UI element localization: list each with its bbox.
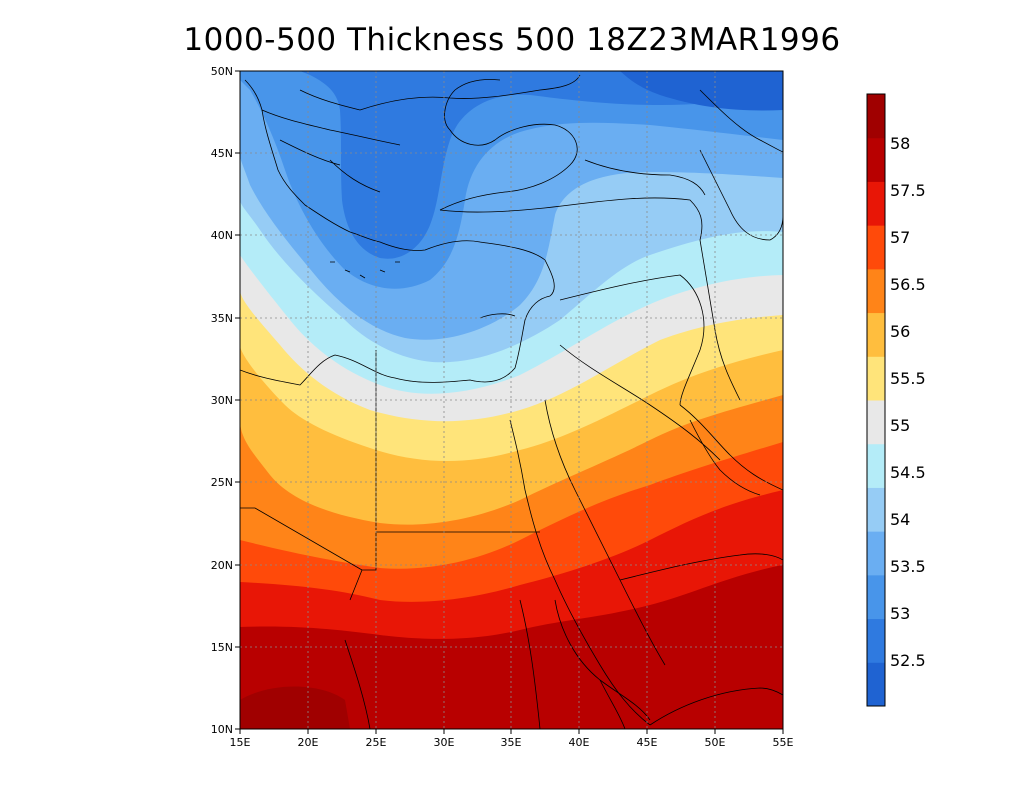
lon-label-45e: 45E	[637, 736, 658, 749]
colorbar-label-56: 56	[890, 322, 910, 341]
colorbar-swatch	[867, 94, 885, 139]
turkey-border	[439, 197, 703, 241]
map-gridlines	[240, 71, 783, 729]
caspian-coast	[699, 149, 783, 241]
colorbar-swatch	[867, 618, 885, 663]
lon-label-20e: 20E	[298, 736, 319, 749]
lon-label-25e: 25E	[366, 736, 387, 749]
colorbar-swatch	[867, 531, 885, 576]
lat-tick-labels: 10N 15N 20N 25N 30N 35N 40N 45N 50N	[211, 65, 233, 736]
colorbar-swatch	[867, 268, 885, 314]
colorbar-label-57: 57	[890, 228, 910, 247]
colorbar-frame	[866, 93, 886, 707]
lat-label-30n: 30N	[211, 394, 233, 407]
colorbar-swatch	[867, 312, 885, 357]
lon-tick-labels: 15E 20E 25E 30E 35E 40E 45E 50E 55E	[230, 736, 794, 749]
colorbar-labels: 52.5 53 53.5 54 54.5 55 55.5 56 56.5 57 …	[890, 134, 926, 670]
colorbar-label-57-5: 57.5	[890, 181, 926, 200]
lat-label-40n: 40N	[211, 229, 233, 242]
colorbar-label-52-5: 52.5	[890, 651, 926, 670]
colorbar-swatch	[867, 443, 885, 488]
red-sea-coastline-east	[544, 399, 666, 666]
lon-label-15e: 15E	[230, 736, 251, 749]
lat-label-45n: 45N	[211, 147, 233, 160]
lon-label-55e: 55E	[773, 736, 794, 749]
iraq-border	[559, 274, 705, 406]
tick-marks	[235, 70, 784, 734]
black-sea-coastline	[439, 79, 578, 211]
mediterranean-coastline	[240, 79, 555, 386]
balkans-borders	[261, 89, 401, 193]
band-52	[620, 71, 783, 111]
lon-label-40e: 40E	[569, 736, 590, 749]
saudi-border	[559, 344, 721, 461]
lon-label-35e: 35E	[501, 736, 522, 749]
colorbar-swatch	[867, 137, 885, 182]
colorbar-label-54-5: 54.5	[890, 463, 926, 482]
gulf-of-aden-coast	[649, 687, 783, 726]
lat-label-25n: 25N	[211, 476, 233, 489]
east-africa-borders	[344, 599, 626, 729]
chad-border	[240, 507, 363, 571]
colorbar-swatch	[867, 225, 885, 270]
map-boundaries	[240, 74, 783, 729]
ukraine-border	[359, 74, 581, 111]
colorbar-label-54: 54	[890, 510, 910, 529]
lat-label-15n: 15N	[211, 641, 233, 654]
lat-label-50n: 50N	[211, 65, 233, 78]
lat-label-20n: 20N	[211, 559, 233, 572]
colorbar-label-56-5: 56.5	[890, 275, 926, 294]
colorbar-label-55-5: 55.5	[890, 369, 926, 388]
colorbar-swatch	[867, 487, 885, 532]
lat-label-10n: 10N	[211, 723, 233, 736]
caucasus-border	[584, 159, 706, 196]
colorbar-swatch	[867, 662, 885, 707]
colorbar-swatch	[867, 356, 885, 401]
central-asia-border	[699, 89, 783, 153]
iran-border	[699, 239, 741, 401]
colorbar-label-53: 53	[890, 604, 910, 623]
persian-gulf-coast	[679, 404, 783, 491]
aegean-islands	[330, 261, 516, 319]
colorbar-label-53-5: 53.5	[890, 557, 926, 576]
yemen-border	[619, 553, 783, 581]
colorbar	[866, 93, 886, 707]
colorbar-swatch	[867, 574, 885, 620]
map-title: 1000-500 Thickness 500 18Z23MAR1996	[183, 22, 841, 58]
persian-gulf-coast-west	[689, 419, 761, 496]
ethiopia-border	[554, 599, 651, 721]
red-sea-coastline	[509, 419, 651, 726]
colorbar-swatch	[867, 400, 885, 445]
colorbar-label-58: 58	[890, 134, 910, 153]
band-58-inner	[240, 686, 350, 729]
lon-label-30e: 30E	[434, 736, 455, 749]
lon-label-50e: 50E	[705, 736, 726, 749]
colorbar-label-55: 55	[890, 416, 910, 435]
lat-label-35n: 35N	[211, 312, 233, 325]
colorbar-swatch	[867, 181, 885, 226]
